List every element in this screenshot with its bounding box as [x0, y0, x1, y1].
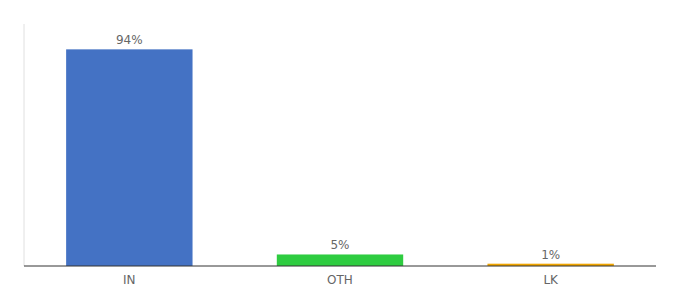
data-label: 1%	[541, 248, 560, 262]
y-axis-line	[24, 24, 25, 266]
chart: 94% 5% 1% IN OTH LK	[0, 0, 680, 300]
bar	[277, 254, 403, 266]
x-axis-line	[24, 266, 656, 267]
x-tick-label: OTH	[327, 273, 353, 287]
chart-container: 94% 5% 1% IN OTH LK	[0, 0, 680, 300]
data-label: 94%	[116, 33, 143, 47]
bar	[66, 49, 192, 266]
x-tick-label: LK	[543, 273, 559, 287]
bars	[66, 49, 614, 266]
labels: 94% 5% 1% IN OTH LK	[116, 33, 560, 287]
x-tick-label: IN	[123, 273, 136, 287]
data-label: 5%	[330, 238, 349, 252]
